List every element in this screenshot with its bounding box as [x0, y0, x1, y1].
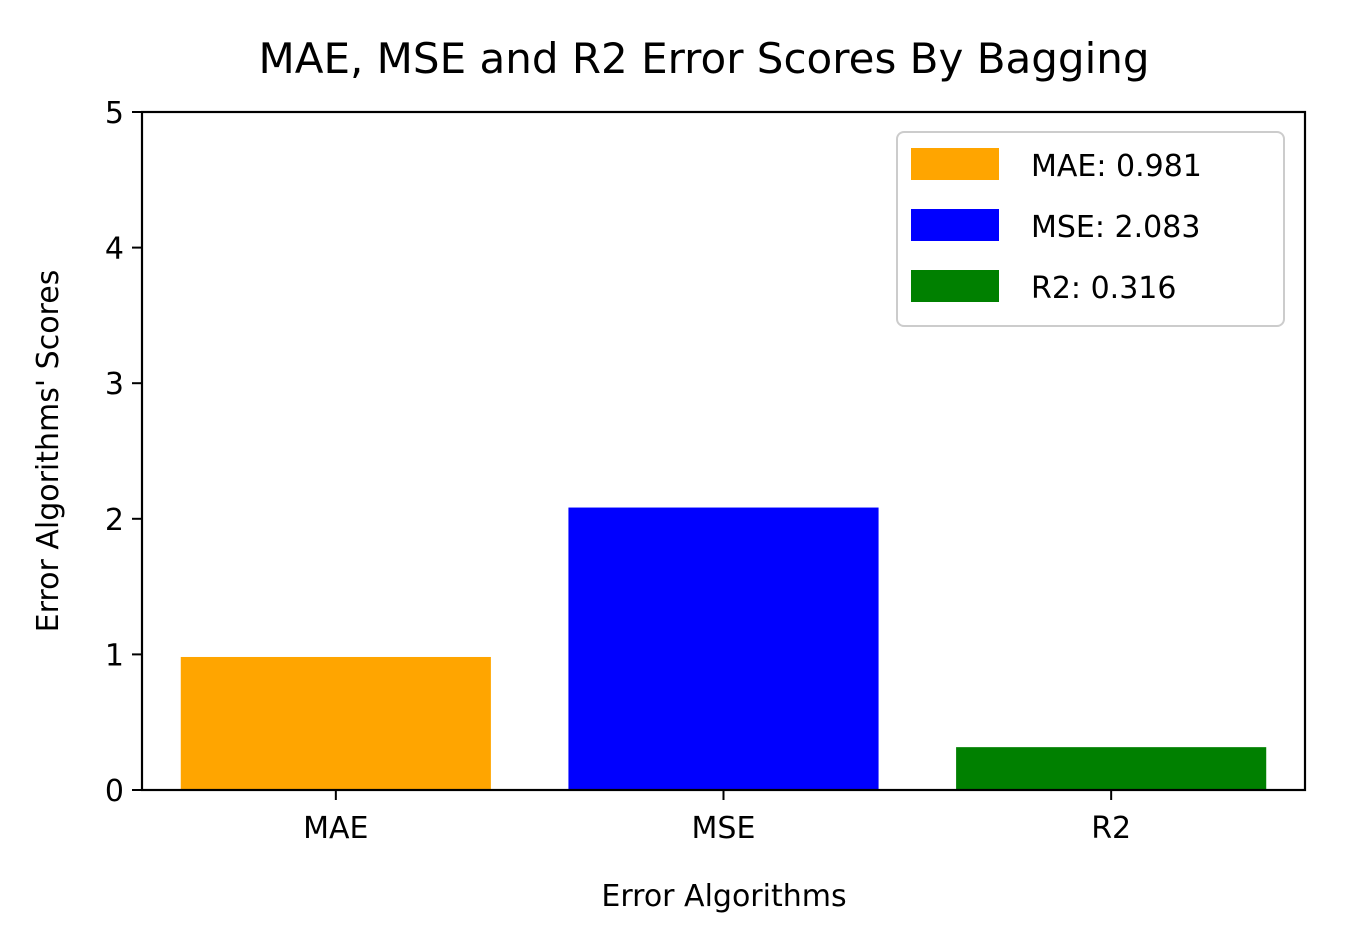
- chart-title: MAE, MSE and R2 Error Scores By Bagging: [258, 34, 1149, 83]
- x-tick-label: MSE: [692, 811, 756, 846]
- y-axis-ticks: 0 1 2 3 4 5: [105, 96, 142, 809]
- bars-group: [180, 507, 1267, 790]
- legend-swatch-r2: [911, 270, 999, 302]
- x-axis-ticks: MAE MSE R2: [303, 790, 1131, 846]
- y-tick-label: 2: [105, 503, 124, 538]
- y-tick-label: 1: [105, 638, 124, 673]
- x-tick-label: R2: [1091, 811, 1131, 846]
- legend-label-mse: MSE: 2.083: [1031, 210, 1200, 245]
- legend-swatch-mse: [911, 209, 999, 241]
- x-tick-label: MAE: [303, 811, 368, 846]
- y-tick-label: 3: [105, 367, 124, 402]
- bar-mae: [180, 656, 491, 790]
- legend: MAE: 0.981 MSE: 2.083 R2: 0.316: [896, 131, 1285, 327]
- y-tick-label: 0: [105, 774, 124, 809]
- bar-mse: [568, 507, 879, 790]
- bar-r2: [956, 747, 1267, 790]
- y-tick-label: 4: [105, 232, 124, 267]
- legend-entries: MAE: 0.981 MSE: 2.083 R2: 0.316: [911, 148, 1202, 306]
- legend-label-r2: R2: 0.316: [1031, 271, 1176, 306]
- x-axis-label: Error Algorithms: [601, 879, 846, 914]
- legend-label-mae: MAE: 0.981: [1031, 149, 1202, 184]
- y-tick-label: 5: [105, 96, 124, 131]
- legend-swatch-mae: [911, 148, 999, 180]
- y-axis-label: Error Algorithms' Scores: [31, 270, 66, 633]
